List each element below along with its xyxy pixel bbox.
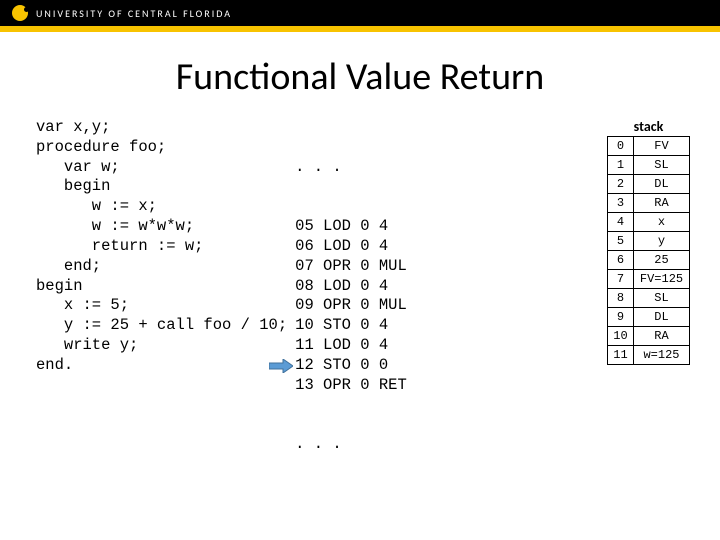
- instruction-row: 10 STO 0 4: [295, 316, 407, 336]
- stack-value: x: [634, 213, 690, 232]
- stack-value: FV: [634, 137, 690, 156]
- instruction-row: 05 LOD 0 4: [295, 217, 407, 237]
- instruction-row: 12 STO 0 0: [295, 356, 407, 376]
- stack-row: 11w=125: [608, 346, 690, 365]
- stack-table: 0FV1SL2DL3RA4x5y6257FV=1258SL9DL10RA11w=…: [607, 136, 690, 365]
- stack-value: FV=125: [634, 270, 690, 289]
- content-area: var x,y; procedure foo; var w; begin w :…: [0, 118, 720, 495]
- stack-value: SL: [634, 156, 690, 175]
- stack-index: 6: [608, 251, 634, 270]
- stack-row: 0FV: [608, 137, 690, 156]
- stack-row: 2DL: [608, 175, 690, 194]
- gold-divider: [0, 26, 720, 32]
- stack-value: y: [634, 232, 690, 251]
- stack-index: 0: [608, 137, 634, 156]
- stack-index: 10: [608, 327, 634, 346]
- stack-index: 1: [608, 156, 634, 175]
- current-instruction-arrow-icon: [269, 359, 293, 373]
- stack-row: 7FV=125: [608, 270, 690, 289]
- instruction-row: 13 OPR 0 RET: [295, 376, 407, 396]
- stack-row: 10RA: [608, 327, 690, 346]
- stack-index: 3: [608, 194, 634, 213]
- stack-row: 3RA: [608, 194, 690, 213]
- stack-value: DL: [634, 175, 690, 194]
- stack-index: 8: [608, 289, 634, 308]
- stack-row: 625: [608, 251, 690, 270]
- ucf-logo-icon: [12, 5, 28, 21]
- instruction-row: 11 LOD 0 4: [295, 336, 407, 356]
- stack-title: stack: [607, 118, 690, 135]
- stack-value: DL: [634, 308, 690, 327]
- stack-value: 25: [634, 251, 690, 270]
- stack-index: 4: [608, 213, 634, 232]
- instruction-row: 06 LOD 0 4: [295, 237, 407, 257]
- instruction-listing: . . . 05 LOD 0 406 LOD 0 407 OPR 0 MUL08…: [295, 118, 407, 495]
- instr-lead-ellipsis: . . .: [295, 158, 407, 178]
- stack-panel: stack 0FV1SL2DL3RA4x5y6257FV=1258SL9DL10…: [607, 118, 690, 495]
- stack-value: w=125: [634, 346, 690, 365]
- slide-title: Functional Value Return: [0, 54, 720, 100]
- stack-value: RA: [634, 327, 690, 346]
- stack-row: 5y: [608, 232, 690, 251]
- instruction-row: 09 OPR 0 MUL: [295, 296, 407, 316]
- stack-row: 1SL: [608, 156, 690, 175]
- stack-value: SL: [634, 289, 690, 308]
- stack-index: 11: [608, 346, 634, 365]
- stack-value: RA: [634, 194, 690, 213]
- source-code-block: var x,y; procedure foo; var w; begin w :…: [36, 118, 287, 495]
- university-name: UNIVERSITY OF CENTRAL FLORIDA: [36, 7, 232, 20]
- instruction-row: 08 LOD 0 4: [295, 277, 407, 297]
- instr-tail-ellipsis: . . .: [295, 435, 407, 455]
- instruction-row: 07 OPR 0 MUL: [295, 257, 407, 277]
- stack-index: 7: [608, 270, 634, 289]
- stack-index: 5: [608, 232, 634, 251]
- header-bar: UNIVERSITY OF CENTRAL FLORIDA: [0, 0, 720, 26]
- stack-index: 2: [608, 175, 634, 194]
- stack-row: 8SL: [608, 289, 690, 308]
- stack-index: 9: [608, 308, 634, 327]
- stack-row: 4x: [608, 213, 690, 232]
- stack-row: 9DL: [608, 308, 690, 327]
